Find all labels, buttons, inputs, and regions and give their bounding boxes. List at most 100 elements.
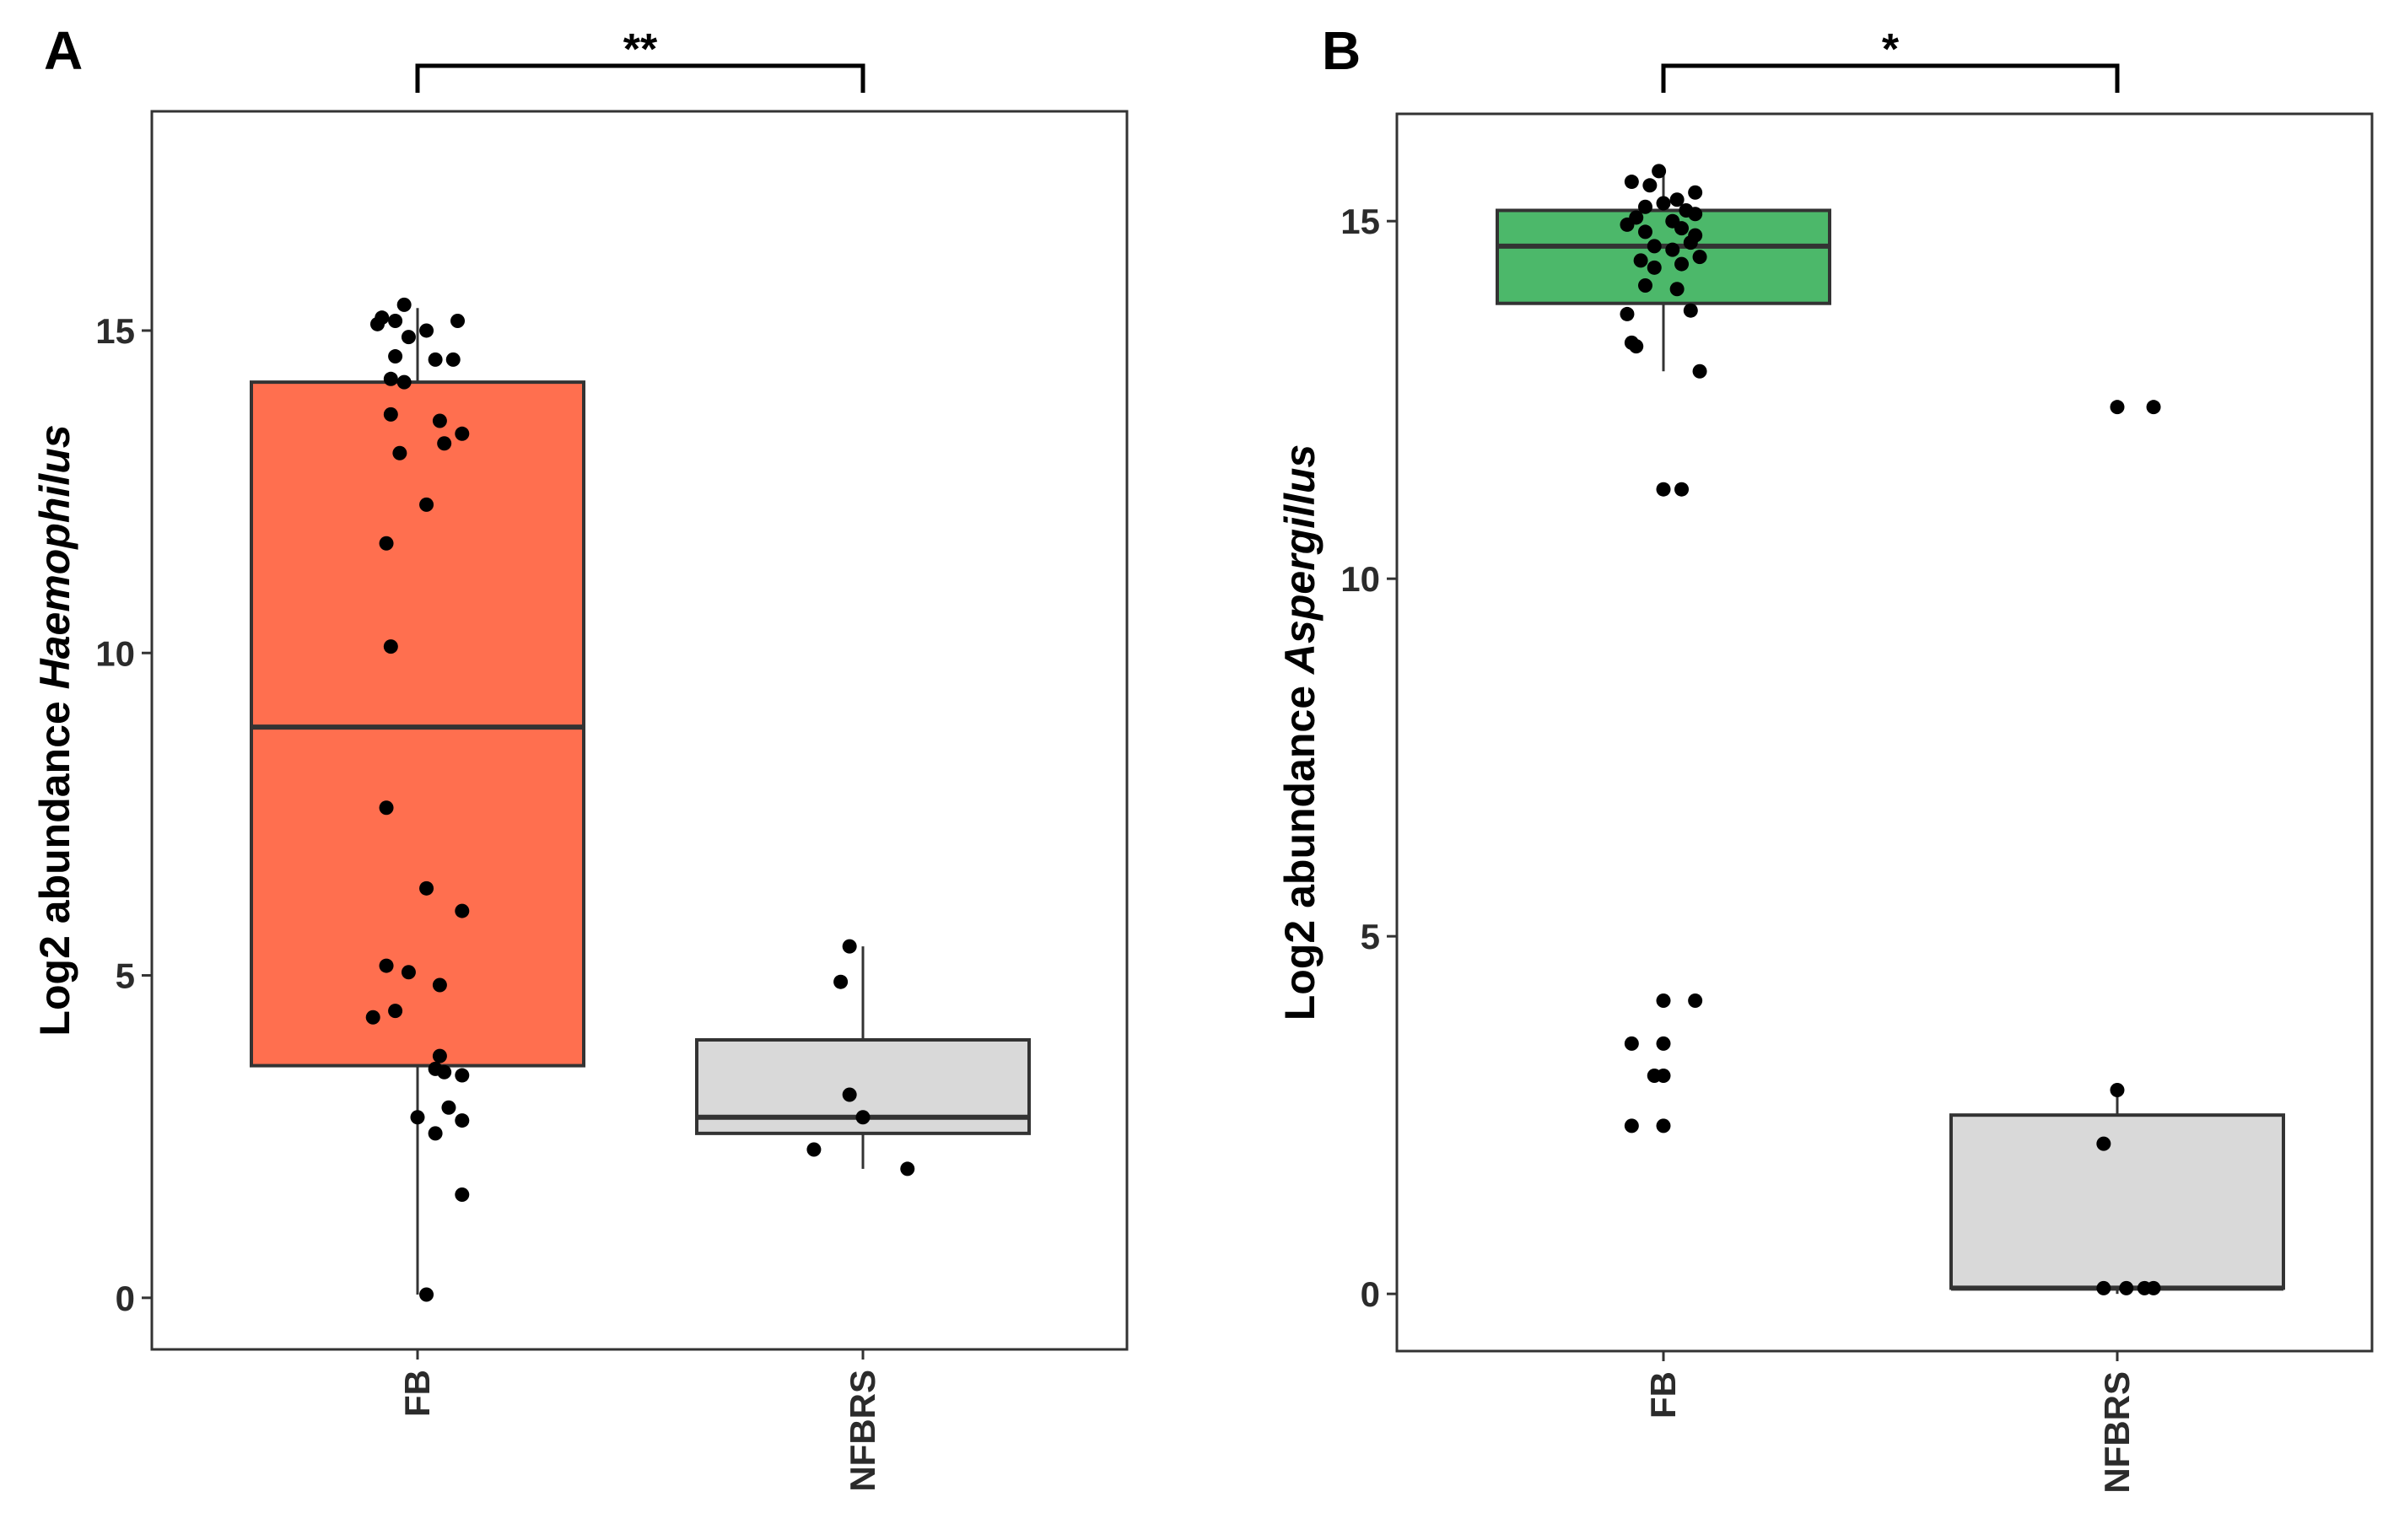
data-point — [2096, 1280, 2111, 1295]
y-axis-label-taxon: Haemophilus — [31, 424, 78, 689]
data-point — [441, 1100, 456, 1115]
significance-bracket — [415, 63, 865, 93]
data-point — [1624, 175, 1639, 190]
data-point — [842, 1087, 857, 1102]
data-point — [1665, 242, 1680, 257]
data-point — [1656, 1069, 1671, 1084]
y-axis-label: Log2 abundance Aspergillus — [1276, 444, 1323, 1020]
data-point — [379, 536, 394, 551]
data-point — [401, 330, 416, 345]
data-point — [455, 1113, 470, 1128]
data-point — [437, 1064, 452, 1080]
data-point — [1669, 192, 1685, 207]
data-point — [445, 352, 461, 367]
data-point — [379, 800, 394, 816]
data-point — [2110, 400, 2125, 415]
box-nfbrs — [695, 946, 1031, 1169]
data-point — [432, 977, 447, 993]
data-point — [1652, 164, 1667, 179]
data-point — [419, 1287, 434, 1302]
x-tick-label: FB — [397, 1370, 437, 1417]
data-point — [1688, 185, 1703, 200]
data-point — [419, 880, 434, 896]
data-point — [1683, 303, 1698, 318]
box-iqr — [1496, 208, 1831, 305]
data-point — [396, 297, 412, 312]
points-nfbrs — [806, 939, 915, 1177]
data-point — [383, 407, 398, 422]
x-tick-label: NFBRS — [843, 1370, 882, 1492]
significance-bracket — [1661, 63, 2120, 93]
data-point — [900, 1161, 915, 1177]
data-point — [428, 352, 443, 367]
data-point — [2096, 1136, 2111, 1151]
data-point — [1656, 196, 1671, 211]
data-point — [379, 958, 394, 973]
x-tick-label: FB — [1643, 1371, 1683, 1419]
data-point — [1674, 482, 1690, 497]
data-point — [388, 1004, 403, 1019]
data-point — [455, 426, 470, 441]
data-point — [1656, 1118, 1671, 1133]
data-point — [1692, 250, 1707, 265]
data-point — [1624, 1118, 1639, 1133]
data-point — [432, 413, 447, 428]
panel-b: B * 0 5 10 15 FB NFBRS Log2 abundance Aspergillu… — [1276, 20, 2374, 1494]
y-axis-label-prefix: Log2 abundance — [1276, 674, 1323, 1020]
panel-letter: B — [1322, 20, 1361, 81]
y-tick-label: 15 — [95, 311, 135, 351]
significance-label: ** — [623, 25, 658, 74]
data-point — [1624, 1036, 1639, 1051]
data-point — [428, 1126, 443, 1141]
box-fb — [1496, 170, 1831, 372]
y-tick-label: 15 — [1340, 202, 1380, 241]
y-tick-label: 0 — [116, 1279, 135, 1318]
data-point — [1620, 306, 1635, 321]
data-point — [1620, 217, 1635, 232]
y-tick-label: 5 — [116, 956, 135, 996]
box-nfbrs — [1949, 1090, 2285, 1295]
data-point — [842, 939, 857, 954]
y-tick-label: 5 — [1361, 917, 1380, 956]
data-point — [1688, 993, 1703, 1008]
data-point — [388, 313, 403, 328]
data-point — [455, 1187, 470, 1202]
data-point — [2110, 1082, 2125, 1097]
data-point — [450, 313, 466, 328]
data-point — [392, 445, 407, 460]
box-fb — [250, 308, 585, 1295]
data-point — [410, 1110, 425, 1125]
points-fb — [1620, 164, 1707, 1133]
x-tick-label: NFBRS — [2097, 1371, 2137, 1494]
data-point — [1683, 235, 1698, 250]
data-point — [855, 1110, 871, 1125]
box-iqr — [1949, 1113, 2285, 1290]
plot-border — [150, 110, 1129, 1351]
points-fb — [365, 297, 470, 1302]
data-point — [437, 436, 452, 451]
data-point — [388, 349, 403, 364]
data-point — [455, 1068, 470, 1083]
data-point — [1656, 993, 1671, 1008]
data-point — [2119, 1280, 2134, 1295]
data-point — [806, 1142, 822, 1157]
data-point — [2146, 400, 2161, 415]
data-point — [1637, 278, 1652, 293]
significance-label: * — [1882, 25, 1900, 74]
data-point — [383, 371, 398, 386]
data-point — [1692, 363, 1707, 379]
y-axis-label-prefix: Log2 abundance — [31, 689, 78, 1036]
data-point — [1642, 178, 1658, 193]
data-point — [432, 1048, 447, 1063]
data-point — [401, 965, 416, 980]
data-point — [1674, 256, 1690, 272]
data-point — [1633, 253, 1648, 268]
panel-letter: A — [44, 20, 83, 81]
y-axis-label: Log2 abundance Haemophilus — [31, 424, 78, 1036]
data-point — [383, 639, 398, 654]
data-point — [833, 974, 849, 989]
data-point — [365, 1010, 380, 1025]
data-point — [1637, 224, 1652, 240]
data-point — [455, 903, 470, 918]
